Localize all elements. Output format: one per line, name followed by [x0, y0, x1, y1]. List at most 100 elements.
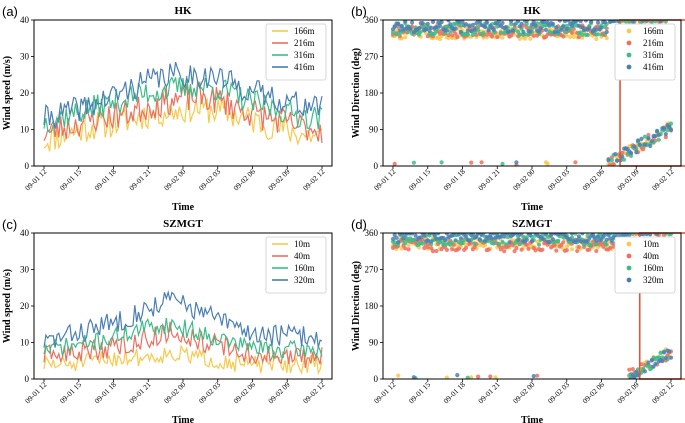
- data-point: [667, 349, 672, 354]
- data-point: [514, 160, 519, 165]
- data-point: [516, 20, 521, 24]
- panel-label: (c): [2, 217, 17, 232]
- x-tick-label: 09-01 18: [442, 380, 468, 406]
- panel-label: (b): [351, 4, 367, 19]
- data-point: [408, 26, 413, 31]
- data-point: [587, 247, 592, 252]
- chart-title: SZMGT: [163, 218, 203, 230]
- data-point: [476, 374, 481, 379]
- x-tick-label: 09-02 03: [197, 167, 223, 193]
- data-point: [569, 30, 575, 35]
- data-point: [665, 128, 670, 133]
- x-tick-label: 09-01 18: [93, 167, 119, 193]
- data-point: [418, 29, 423, 34]
- data-point: [561, 24, 566, 29]
- data-point: [568, 237, 573, 242]
- data-point: [562, 20, 568, 24]
- data-point: [429, 25, 434, 30]
- data-point: [390, 236, 396, 242]
- y-tick-label: 10: [20, 125, 30, 135]
- data-point: [500, 35, 505, 40]
- legend-box: [265, 236, 327, 294]
- data-point: [479, 160, 484, 165]
- data-point: [543, 27, 549, 32]
- data-point: [411, 238, 416, 243]
- data-point: [524, 237, 529, 242]
- data-point: [500, 161, 505, 166]
- data-point: [420, 21, 425, 26]
- data-point: [642, 369, 648, 374]
- data-point: [608, 245, 613, 250]
- x-tick-label: 09-01 15: [58, 167, 84, 193]
- data-point: [642, 134, 648, 139]
- data-point: [495, 34, 500, 40]
- data-point: [582, 28, 587, 33]
- data-point: [641, 147, 646, 152]
- data-point: [594, 242, 599, 247]
- panel-label: (a): [2, 4, 18, 19]
- y-tick-label: 10: [20, 338, 30, 348]
- legend-swatch: [626, 64, 632, 70]
- y-tick-label: 20: [20, 88, 30, 98]
- data-point: [641, 233, 646, 237]
- x-tick-label: 09-02 12: [301, 167, 327, 193]
- series-line-416m: [43, 61, 323, 130]
- y-axis-title: Wind speed (m/s): [2, 269, 13, 343]
- data-point: [576, 234, 582, 239]
- data-point: [576, 244, 582, 250]
- data-point: [531, 20, 536, 24]
- data-point: [465, 28, 470, 33]
- data-point: [413, 233, 418, 238]
- data-point: [599, 237, 604, 242]
- data-point: [437, 23, 442, 28]
- data-point: [653, 133, 658, 139]
- data-point: [602, 233, 608, 237]
- legend-swatch: [626, 265, 632, 271]
- y-tick-label: 90: [369, 338, 379, 348]
- legend-entry: 416m: [294, 62, 315, 72]
- data-point: [653, 361, 658, 366]
- data-point: [549, 30, 554, 35]
- legend-entry: 10m: [643, 239, 659, 249]
- data-point: [542, 237, 547, 242]
- data-point: [443, 242, 448, 247]
- data-point: [611, 162, 616, 166]
- data-point: [568, 240, 573, 245]
- data-point: [564, 33, 569, 38]
- data-point: [509, 22, 514, 27]
- x-tick-label: 09-02 12: [301, 380, 327, 406]
- data-point: [456, 246, 462, 251]
- legend-entry: 216m: [294, 38, 315, 48]
- data-point: [561, 34, 566, 39]
- data-point: [594, 36, 599, 42]
- data-point: [550, 21, 556, 26]
- x-tick-label: 09-02 03: [546, 380, 572, 406]
- y-tick-label: 40: [20, 228, 30, 238]
- data-point: [514, 233, 519, 236]
- data-point: [575, 248, 580, 254]
- data-point: [655, 128, 660, 133]
- y-tick-label: 0: [25, 374, 30, 384]
- legend-swatch: [626, 28, 632, 34]
- data-point: [646, 136, 651, 141]
- data-point: [587, 26, 592, 31]
- data-point: [444, 233, 449, 236]
- legend-entry: 160m: [643, 263, 664, 273]
- x-tick-label: 09-01 15: [407, 380, 433, 406]
- x-tick-label: 09-02 09: [615, 167, 641, 193]
- x-tick-label: 09-02 06: [232, 380, 258, 406]
- data-point: [589, 242, 594, 248]
- y-axis-title: Wind speed (m/s): [2, 56, 13, 130]
- legend-swatch: [626, 241, 632, 247]
- data-point: [552, 30, 557, 35]
- data-point: [434, 25, 439, 30]
- data-point: [575, 238, 580, 243]
- data-point: [401, 27, 406, 32]
- data-point: [615, 158, 620, 163]
- data-point: [630, 367, 635, 372]
- y-tick-label: 360: [365, 228, 379, 238]
- x-tick-label: 09-02 06: [232, 167, 258, 193]
- data-point: [489, 34, 495, 39]
- y-axis-title: Wind Direction (deg): [351, 261, 362, 351]
